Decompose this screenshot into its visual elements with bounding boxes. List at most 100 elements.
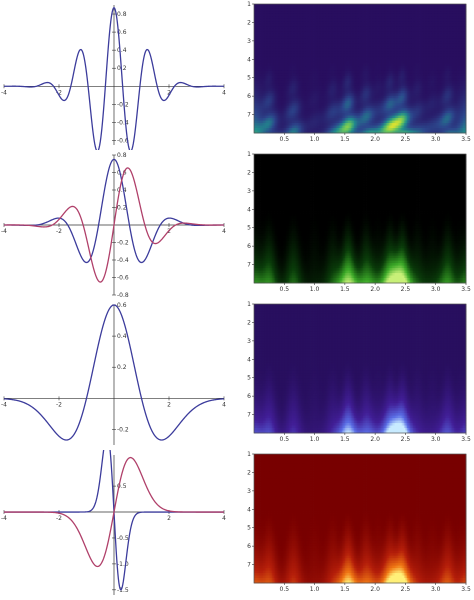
heatmap-cell xyxy=(270,58,273,62)
heatmap-cell xyxy=(446,46,449,50)
heatmap-cell xyxy=(314,41,317,45)
heatmap-cell xyxy=(291,53,294,57)
heatmap-cell xyxy=(263,4,265,7)
heatmap-cell xyxy=(384,26,387,30)
heatmap-cell xyxy=(303,41,306,45)
heatmap-cell xyxy=(331,85,334,89)
heatmap-cell xyxy=(320,31,323,35)
heatmap-cell xyxy=(282,51,285,55)
heatmap-cell xyxy=(405,43,408,47)
heatmap-cell xyxy=(305,41,308,45)
heatmap-cell xyxy=(347,16,350,20)
heatmap-cell xyxy=(396,43,399,47)
heatmap-cell xyxy=(294,16,297,20)
heatmap-cell xyxy=(257,83,259,87)
heatmap-cell xyxy=(446,83,449,87)
heatmap-cell xyxy=(367,75,370,79)
heatmap-cell xyxy=(334,28,337,32)
heatmap-cell xyxy=(288,4,291,7)
heatmap-cell xyxy=(320,70,323,74)
heatmap-cell xyxy=(447,21,450,25)
heatmap-cell xyxy=(320,66,323,69)
heatmap-cell xyxy=(402,41,405,45)
heatmap-cell xyxy=(269,70,272,74)
heatmap-cell xyxy=(282,23,285,27)
heatmap-cell xyxy=(443,36,446,40)
heatmap-cell xyxy=(416,13,418,17)
heatmap-cell xyxy=(322,80,325,84)
heatmap-cell xyxy=(317,36,320,40)
heatmap-cell xyxy=(456,8,459,12)
heatmap-cell xyxy=(443,61,446,64)
heatmap-cell xyxy=(464,73,467,77)
heatmap-cell xyxy=(334,75,337,79)
heatmap-cell xyxy=(270,11,273,15)
heatmap-cell xyxy=(453,53,456,57)
heatmap-cell xyxy=(276,38,279,42)
heatmap-cell xyxy=(417,4,420,7)
heatmap-cell xyxy=(296,26,299,30)
heatmap-cell xyxy=(281,23,284,27)
heatmap-cell xyxy=(297,26,300,30)
heatmap-cell xyxy=(409,21,412,25)
heatmap-cell xyxy=(443,38,446,42)
heatmap-cell xyxy=(438,6,441,10)
heatmap-cell xyxy=(320,88,323,92)
heatmap-cell xyxy=(406,68,409,72)
heatmap-cell xyxy=(263,90,265,94)
heatmap-cell xyxy=(302,43,305,47)
heatmap-cell xyxy=(335,61,338,64)
heatmap-cell xyxy=(428,46,431,50)
heatmap-cell xyxy=(261,78,264,82)
heatmap-cell xyxy=(272,28,275,32)
heatmap-cell xyxy=(438,85,441,89)
heatmap-cell xyxy=(313,41,315,45)
heatmap-cell xyxy=(260,75,262,79)
heatmap-cell xyxy=(291,21,294,25)
heatmap-cell xyxy=(320,4,323,7)
heatmap-cell xyxy=(297,36,300,40)
heatmap-cell xyxy=(364,36,367,40)
heatmap-cell xyxy=(261,51,264,55)
heatmap-cell xyxy=(285,51,288,55)
heatmap-cell xyxy=(402,21,405,25)
heatmap-cell xyxy=(266,18,269,22)
heatmap-cell xyxy=(414,16,417,20)
heatmap-cell xyxy=(278,70,281,74)
heatmap-cell xyxy=(267,75,270,79)
heatmap-cell xyxy=(343,31,346,35)
heatmap-cell xyxy=(335,63,338,67)
heatmap-cell xyxy=(344,61,347,64)
heatmap-cell xyxy=(285,73,288,77)
heatmap-cell xyxy=(400,11,403,15)
heatmap-cell xyxy=(393,46,396,50)
heatmap-cell xyxy=(464,46,467,50)
heatmap-cell xyxy=(308,78,311,82)
heatmap-cell xyxy=(303,31,306,35)
heatmap-cell xyxy=(390,18,393,22)
heatmap-cell xyxy=(399,18,402,22)
heatmap-cell xyxy=(335,43,338,47)
heatmap-cell xyxy=(325,18,328,22)
heatmap-cell xyxy=(290,68,293,72)
heatmap-cell xyxy=(347,4,350,7)
heatmap-cell xyxy=(405,31,408,35)
heatmap-cell xyxy=(366,18,368,22)
heatmap-cell xyxy=(384,13,387,17)
heatmap-cell xyxy=(275,21,278,25)
heatmap-cell xyxy=(264,48,267,52)
heatmap-cell xyxy=(337,85,340,89)
heatmap-cell xyxy=(376,43,379,47)
heatmap-cell xyxy=(349,33,352,37)
heatmap-cell xyxy=(272,8,275,12)
heatmap-cell xyxy=(363,83,365,87)
heatmap-cell xyxy=(338,41,341,45)
heatmap-cell xyxy=(296,16,299,20)
heatmap-cell xyxy=(403,61,406,64)
heatmap-cell xyxy=(370,23,373,27)
heatmap-cell xyxy=(429,68,432,72)
heatmap-cell xyxy=(455,18,458,22)
heatmap-cell xyxy=(400,38,403,42)
heatmap-cell xyxy=(419,53,421,57)
heatmap-cell xyxy=(378,21,381,25)
